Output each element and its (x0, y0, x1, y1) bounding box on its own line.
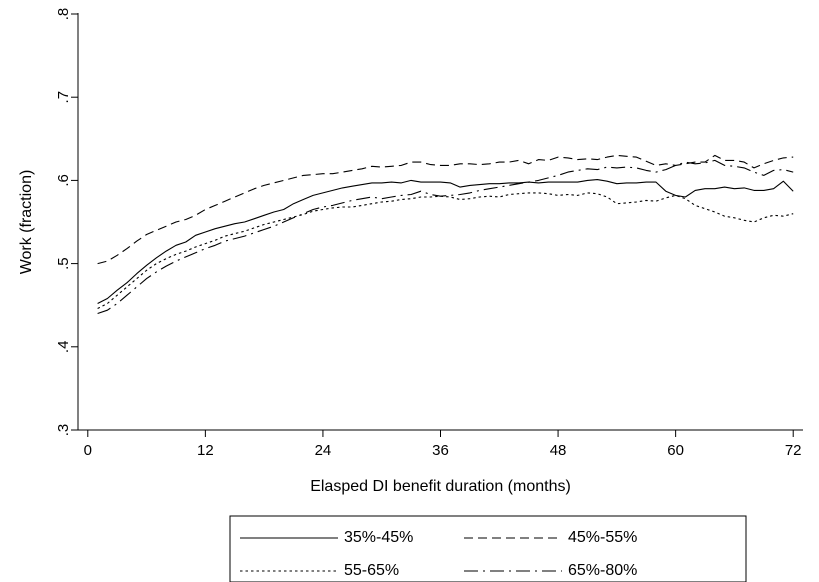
legend-label-3: 55-65% (344, 562, 399, 579)
legend-label-1: 35%-45% (344, 529, 413, 546)
y-tick-label: .8 (55, 8, 72, 21)
y-tick-label: .3 (55, 424, 72, 437)
x-tick-label: 48 (550, 442, 567, 459)
x-tick-label: 72 (785, 442, 802, 459)
y-axis-label: Work (fraction) (18, 170, 35, 275)
x-tick-label: 0 (84, 442, 92, 459)
series-lines (97, 154, 794, 315)
y-tick-label: .4 (55, 341, 72, 354)
series-line-2 (97, 154, 794, 265)
y-tick-label: .7 (55, 91, 72, 104)
series-line-3 (97, 192, 794, 309)
x-tick-label: 36 (432, 442, 449, 459)
ticks: 0 12 24 36 48 60 72 .3 .4 .5 .6 .7 .8 (55, 8, 802, 459)
series-line-4 (97, 159, 794, 315)
axes (77, 13, 803, 431)
x-axis-label: Elasped DI benefit duration (months) (310, 478, 571, 495)
legend-box (229, 515, 747, 582)
y-tick-label: .6 (55, 174, 72, 187)
legend-label-2: 45%-55% (568, 529, 637, 546)
legend: 35%-45% 45%-55% 55-65% 65%-80% (229, 515, 747, 582)
x-tick-label: 24 (315, 442, 332, 459)
x-tick-label: 12 (197, 442, 214, 459)
x-tick-label: 60 (667, 442, 684, 459)
legend-label-4: 65%-80% (568, 562, 637, 579)
y-tick-label: .5 (55, 257, 72, 270)
series-line-1 (97, 179, 794, 304)
